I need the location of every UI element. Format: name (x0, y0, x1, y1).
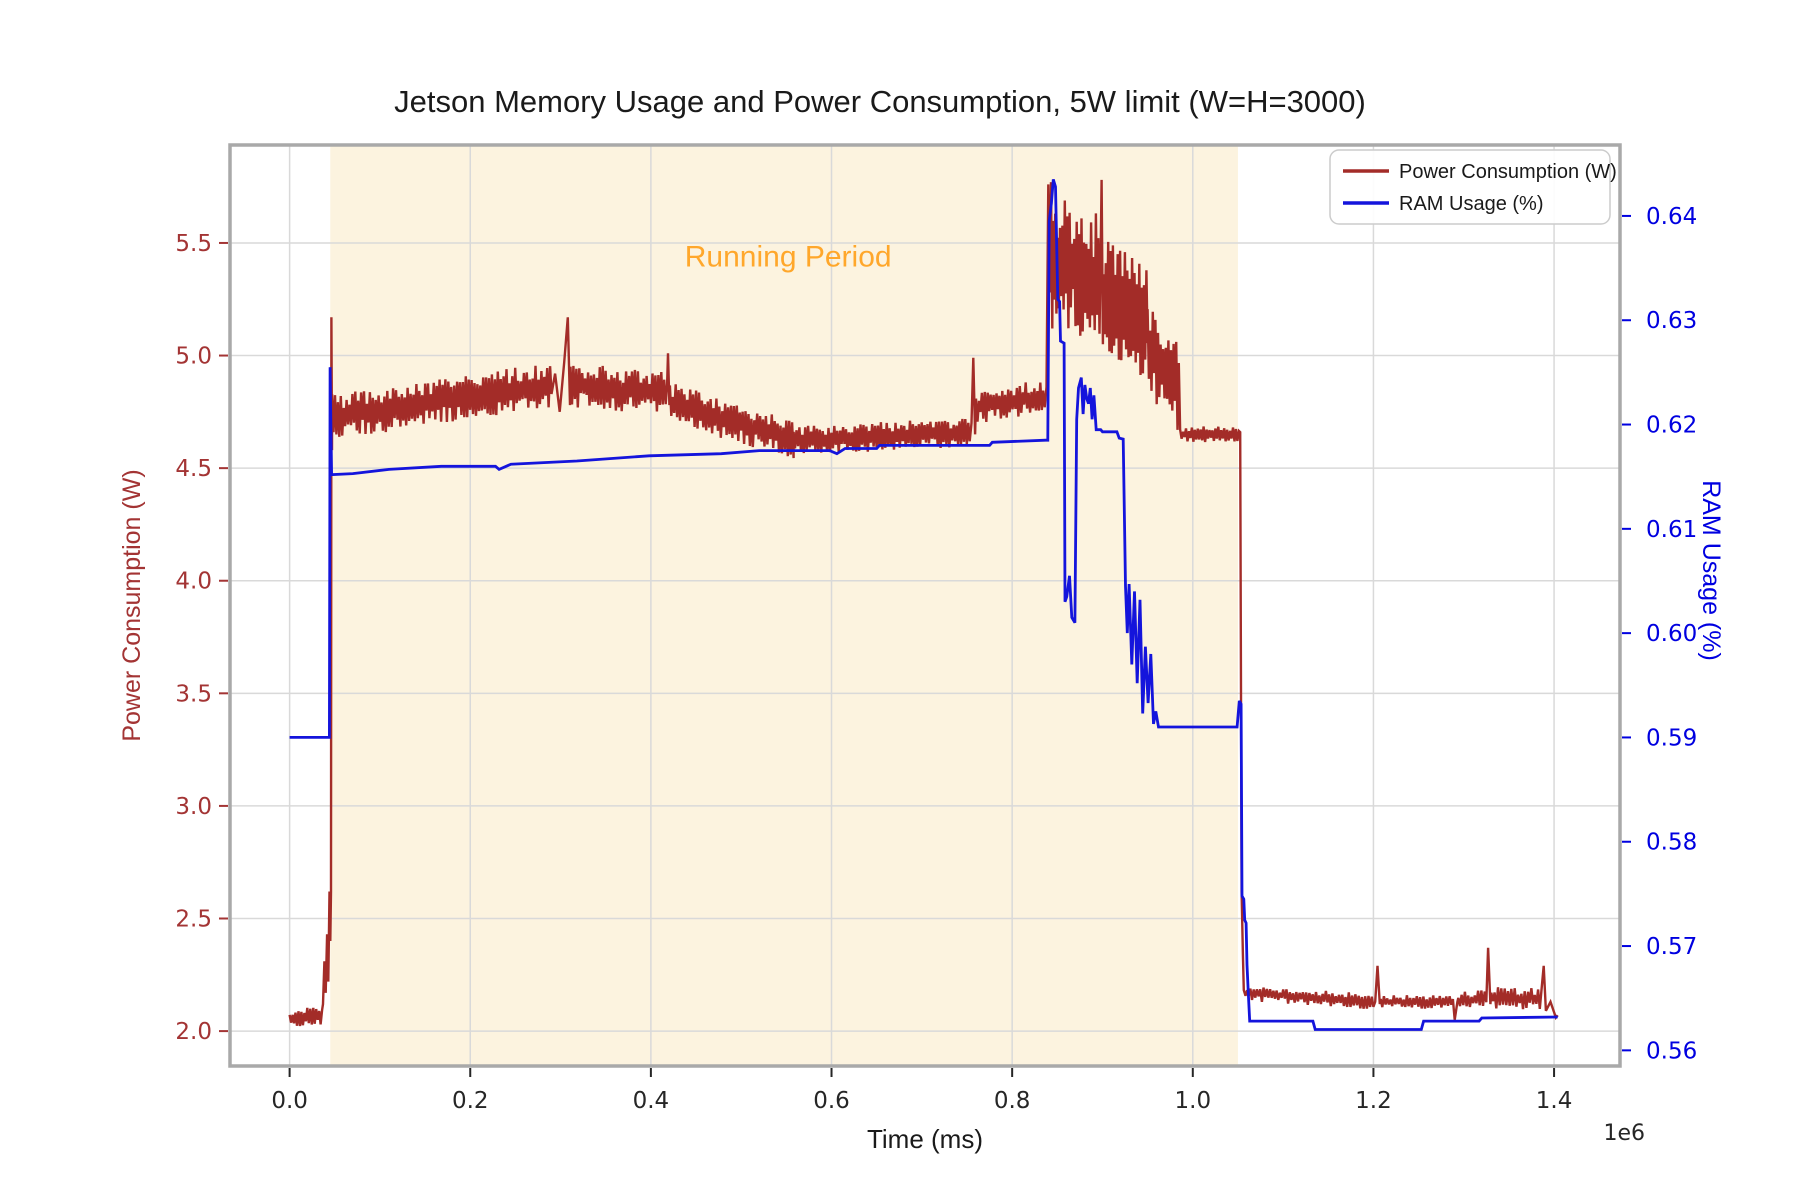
x-axis-label: Time (ms) (867, 1124, 983, 1154)
x-axis-offset-label: 1e6 (1603, 1121, 1645, 1146)
x-tick-label: 1.4 (1536, 1088, 1573, 1114)
y-axis-label-left: Power Consumption (W) (118, 469, 146, 741)
y-right-tick-label: 0.60 (1646, 621, 1697, 647)
legend-entry-ram: RAM Usage (%) (1343, 193, 1543, 215)
y-right-tick-label: 0.62 (1646, 413, 1697, 439)
y-right-tick-label: 0.64 (1646, 204, 1697, 230)
ram-usage-line (289, 178, 1558, 1031)
legend-label: Power Consumption (W) (1399, 161, 1617, 183)
y-left-tick-label: 4.0 (175, 569, 212, 595)
y-left-tick-label: 4.5 (175, 456, 212, 482)
y-right-tick-label: 0.59 (1646, 725, 1697, 751)
y-left-tick-label: 5.0 (175, 344, 212, 370)
legend-entry-power: Power Consumption (W) (1343, 161, 1617, 183)
y-right-tick-label: 0.57 (1646, 934, 1697, 960)
x-tick-label: 1.2 (1355, 1088, 1392, 1114)
grid (230, 145, 1620, 1066)
y-right-tick-label: 0.56 (1646, 1038, 1697, 1064)
x-tick-label: 0.8 (994, 1088, 1031, 1114)
legend: Power Consumption (W) RAM Usage (%) (1329, 149, 1617, 225)
y-right-tick-label: 0.63 (1646, 308, 1697, 334)
legend-label: RAM Usage (%) (1399, 193, 1543, 215)
y-axis-label-right: RAM Usage (%) (1697, 480, 1725, 661)
power-consumption-line (288, 179, 1559, 1027)
axes-border (228, 143, 1622, 1068)
y-right-tick-label: 0.61 (1646, 517, 1697, 543)
y-left-tick-label: 3.0 (175, 794, 212, 820)
x-tick-label: 0.0 (271, 1088, 308, 1114)
y-left-tick-label: 3.5 (175, 681, 212, 707)
y-right-tick-label: 0.58 (1646, 830, 1697, 856)
x-tick-label: 0.4 (633, 1088, 670, 1114)
y-left-tick-label: 2.0 (175, 1019, 212, 1045)
chart-title: Jetson Memory Usage and Power Consumptio… (394, 84, 1366, 119)
y-left-tick-label: 2.5 (175, 907, 212, 933)
legend-box (1329, 149, 1611, 225)
x-tick-label: 0.2 (452, 1088, 489, 1114)
running-period-label: Running Period (685, 240, 892, 273)
y-left-tick-label: 5.5 (175, 231, 212, 257)
x-tick-label: 0.6 (813, 1088, 850, 1114)
x-tick-label: 1.0 (1175, 1088, 1212, 1114)
